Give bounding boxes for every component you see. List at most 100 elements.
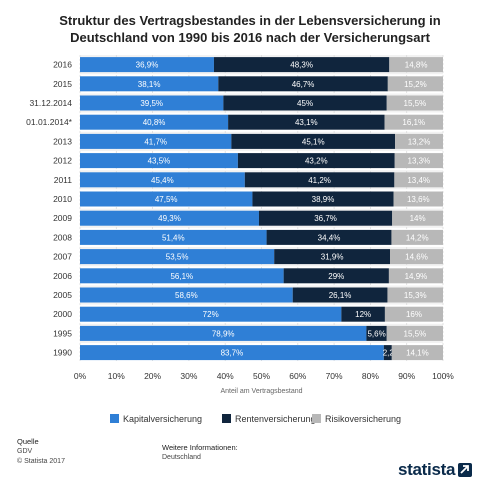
info-heading: Weitere Informationen: xyxy=(162,443,238,452)
bar-segment-rentenversicherung xyxy=(223,95,387,111)
copyright-text: © Statista 2017 xyxy=(17,458,65,465)
x-tick-label: 100% xyxy=(432,371,454,381)
legend-swatch xyxy=(312,414,321,423)
bar-segment-risikoversicherung xyxy=(389,57,443,73)
data-label: 13,3% xyxy=(408,157,431,166)
data-label: 13,6% xyxy=(407,195,430,204)
bar-segment-rentenversicherung xyxy=(213,57,390,73)
category-label: 2009 xyxy=(53,213,72,223)
x-tick-label: 20% xyxy=(144,371,161,381)
data-label: 29% xyxy=(328,272,344,281)
stacked-bar-chart: 2016 36,9% 48,3% 14,8% 2015 38,1% 46,7% 15,2% 31… xyxy=(26,55,454,424)
data-label: 83,7% xyxy=(221,349,244,358)
bar-segment-rentenversicherung xyxy=(228,114,385,130)
bar-segment-kapitalversicherung xyxy=(80,249,275,265)
bar-segment-rentenversicherung xyxy=(258,210,393,226)
x-tick-label: 0% xyxy=(74,371,87,381)
data-label: 16,1% xyxy=(402,118,425,127)
category-label: 31.12.2014 xyxy=(29,98,72,108)
data-label: 16% xyxy=(406,310,422,319)
bar-segment-kapitalversicherung xyxy=(80,172,245,188)
bar-segment-risikoversicherung xyxy=(395,133,443,149)
category-label: 1995 xyxy=(53,328,72,338)
data-label: 78,9% xyxy=(212,329,235,338)
data-label: 14,2% xyxy=(406,233,429,242)
category-label: 1990 xyxy=(53,348,72,358)
bar-segment-rentenversicherung xyxy=(231,133,396,149)
data-label: 12% xyxy=(355,310,371,319)
bar-segment-risikoversicherung xyxy=(388,268,443,284)
x-tick-label: 30% xyxy=(180,371,197,381)
data-label: 58,6% xyxy=(175,291,198,300)
data-label: 36,7% xyxy=(314,214,337,223)
data-label: 38,9% xyxy=(312,195,335,204)
info-text: Deutschland xyxy=(162,454,201,461)
data-label: 15,5% xyxy=(404,99,427,108)
data-label: 39,5% xyxy=(140,99,163,108)
data-label: 46,7% xyxy=(292,80,315,89)
bar-segment-risikoversicherung xyxy=(392,210,443,226)
data-label: 45,1% xyxy=(302,137,325,146)
data-label: 51,4% xyxy=(162,233,185,242)
data-label: 40,8% xyxy=(143,118,166,127)
data-label: 53,5% xyxy=(166,253,189,262)
data-label: 15,3% xyxy=(404,291,427,300)
bar-segment-risikoversicherung xyxy=(384,114,443,130)
bar-segment-risikoversicherung xyxy=(394,172,443,188)
x-tick-label: 50% xyxy=(253,371,270,381)
data-label: 43,1% xyxy=(295,118,318,127)
x-tick-label: 90% xyxy=(398,371,415,381)
data-label: 41,2% xyxy=(308,176,331,185)
category-label: 2007 xyxy=(53,252,72,262)
category-label: 2013 xyxy=(53,136,72,146)
data-label: 31,9% xyxy=(321,253,344,262)
data-label: 15,5% xyxy=(404,329,427,338)
bar-segment-kapitalversicherung xyxy=(80,133,232,149)
bar-segment-risikoversicherung xyxy=(386,95,443,111)
bar-segment-risikoversicherung xyxy=(390,249,443,265)
bar-segment-kapitalversicherung xyxy=(80,191,253,207)
category-label: 2011 xyxy=(54,175,73,185)
info-block: Weitere Informationen: Deutschland xyxy=(162,443,238,463)
data-label: 38,1% xyxy=(138,80,161,89)
chart-title: Struktur des Vertragsbestandes in der Le… xyxy=(59,13,441,45)
data-label: 15,2% xyxy=(404,80,427,89)
data-label: 47,5% xyxy=(155,195,178,204)
x-tick-label: 10% xyxy=(108,371,125,381)
data-label: 56,1% xyxy=(170,272,193,281)
x-tick-label: 40% xyxy=(217,371,234,381)
x-tick-label: 60% xyxy=(289,371,306,381)
bar-segment-rentenversicherung xyxy=(292,287,388,303)
data-label: 43,2% xyxy=(305,157,328,166)
data-label: 13,2% xyxy=(408,137,431,146)
category-label: 2000 xyxy=(53,309,72,319)
logo-text: statista xyxy=(398,459,456,479)
bar-segment-rentenversicherung xyxy=(218,76,388,92)
data-label: 41,7% xyxy=(144,137,167,146)
source-heading: Quelle xyxy=(17,437,39,446)
bar-segment-rentenversicherung xyxy=(274,249,391,265)
category-label: 2012 xyxy=(53,156,72,166)
data-label: 34,4% xyxy=(318,233,341,242)
category-label: 2008 xyxy=(53,232,72,242)
data-label: 13,4% xyxy=(407,176,430,185)
statista-arrow-icon xyxy=(458,462,473,477)
bar-segment-kapitalversicherung xyxy=(80,345,384,361)
bar-segment-risikoversicherung xyxy=(391,345,443,361)
bar-segment-kapitalversicherung xyxy=(80,325,367,341)
bar-segment-risikoversicherung xyxy=(394,153,443,169)
statista-logo[interactable]: statista xyxy=(398,455,500,484)
data-label: 14,8% xyxy=(405,61,428,70)
bar-segment-kapitalversicherung xyxy=(80,268,284,284)
bar-segment-risikoversicherung xyxy=(393,191,443,207)
bar-segment-rentenversicherung xyxy=(341,306,385,322)
bar-segment-risikoversicherung xyxy=(384,306,443,322)
bar-segment-rentenversicherung xyxy=(252,191,394,207)
bar-segment-kapitalversicherung xyxy=(80,210,259,226)
legend-label: Rentenversicherung xyxy=(235,414,316,424)
data-label: 36,9% xyxy=(136,61,159,70)
bar-segment-risikoversicherung xyxy=(391,229,443,245)
bar-segment-rentenversicherung xyxy=(266,229,392,245)
bar-segment-kapitalversicherung xyxy=(80,287,293,303)
category-label: 2010 xyxy=(53,194,72,204)
